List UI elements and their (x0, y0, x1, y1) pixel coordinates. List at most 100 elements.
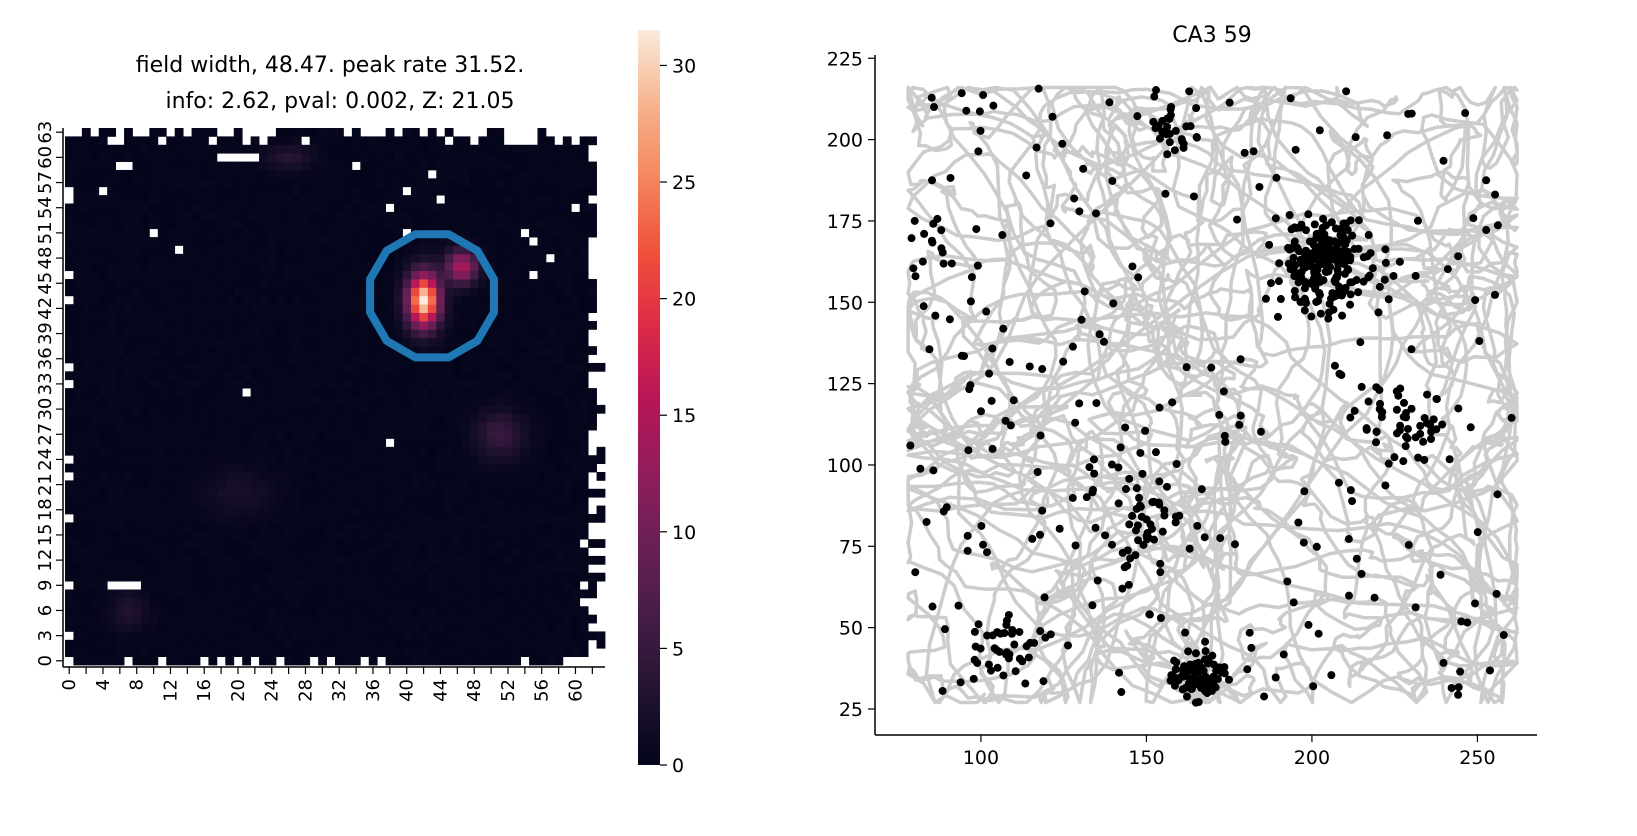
heatmap-cell (326, 606, 336, 616)
heatmap-cell (107, 488, 117, 498)
heatmap-cell (512, 320, 522, 330)
heatmap-cell (529, 279, 538, 288)
heatmap-cell (309, 312, 319, 322)
heatmap-cell (309, 488, 319, 498)
heatmap-cell (107, 354, 117, 364)
heatmap-cell (174, 211, 184, 221)
heatmap-cell (478, 438, 488, 448)
heatmap-cell (98, 438, 108, 448)
heatmap-cell (402, 421, 412, 431)
heatmap-cell (301, 312, 311, 322)
heatmap-cell (132, 220, 142, 230)
heatmap-cell (486, 438, 496, 448)
heatmap-cell (427, 320, 437, 330)
heatmap-cell (301, 505, 311, 515)
heatmap-cell (115, 438, 125, 448)
heatmap-cell (233, 287, 243, 297)
heatmap-cell (470, 287, 479, 297)
spike-point (925, 345, 934, 354)
heatmap-cell (495, 186, 505, 196)
spike-point (1327, 671, 1336, 680)
heatmap-cell (292, 287, 302, 297)
heatmap-cell (427, 203, 437, 213)
heatmap-cell (588, 396, 597, 406)
y-tick-label: 75 (839, 536, 863, 558)
spike-point (1151, 448, 1160, 457)
heatmap-cell (351, 480, 361, 490)
heatmap-cell (309, 253, 319, 263)
heatmap-cell (301, 320, 311, 330)
heatmap-cell (233, 337, 243, 347)
heatmap-cell (98, 572, 108, 582)
spike-point (1321, 260, 1330, 269)
heatmap-cell (216, 564, 226, 574)
heatmap-cell (216, 581, 226, 590)
heatmap-cell (562, 455, 572, 465)
heatmap-cell (149, 136, 159, 146)
heatmap-cell (216, 522, 226, 532)
spike-point (1300, 306, 1309, 315)
heatmap-cell (301, 169, 311, 179)
heatmap-cell (343, 614, 353, 624)
heatmap-cell (242, 430, 252, 439)
heatmap-cell (554, 572, 564, 582)
heatmap-cell (394, 455, 403, 465)
heatmap-cell (512, 228, 522, 238)
heatmap-cell (98, 346, 108, 355)
heatmap-cell (554, 547, 564, 557)
heatmap-cell (140, 606, 150, 616)
heatmap-cell (461, 136, 471, 146)
heatmap-cell (368, 228, 378, 238)
heatmap-cell (65, 287, 74, 297)
spike-point (1158, 127, 1167, 136)
spike-point (1396, 384, 1405, 393)
spike-point (1191, 649, 1200, 658)
heatmap-cell (486, 623, 496, 632)
heatmap-cell (503, 153, 513, 162)
x-tick-label: 100 (963, 747, 999, 769)
heatmap-cell (301, 446, 311, 456)
heatmap-cell (166, 555, 176, 565)
spike-point (1346, 300, 1355, 309)
heatmap-cell (495, 169, 505, 179)
heatmap-cell (233, 606, 243, 616)
spike-point (1429, 415, 1438, 424)
heatmap-cell (562, 555, 572, 565)
heatmap-cell (368, 253, 378, 263)
heatmap-cell (495, 656, 505, 666)
heatmap-cell (208, 597, 218, 607)
heatmap-cell (174, 623, 184, 632)
heatmap-cell (275, 354, 285, 364)
heatmap-cell (309, 346, 319, 355)
heatmap-cell (284, 505, 294, 515)
heatmap-cell (149, 153, 159, 162)
spike-point (970, 627, 979, 636)
heatmap-cell (368, 522, 378, 532)
heatmap-cell (200, 555, 209, 565)
heatmap-cell (267, 253, 277, 263)
heatmap-cell (495, 237, 505, 246)
heatmap-cell (73, 472, 83, 481)
spike-point (1105, 98, 1114, 107)
heatmap-cell (115, 539, 125, 548)
heatmap-cell (385, 555, 395, 565)
spike-point (982, 307, 991, 316)
heatmap-cell (275, 547, 285, 557)
heatmap-cell (301, 564, 311, 574)
spike-point (1184, 647, 1193, 656)
heatmap-cell (73, 614, 83, 624)
heatmap-cell (292, 237, 302, 246)
heatmap-cell (259, 211, 268, 221)
heatmap-cell (259, 589, 268, 599)
heatmap-cell (242, 245, 252, 255)
heatmap-cell (124, 287, 133, 297)
heatmap-cell (478, 245, 488, 255)
spike-point (999, 671, 1008, 680)
heatmap-cell (486, 379, 496, 389)
heatmap-cell (427, 161, 437, 171)
heatmap-cell (436, 480, 446, 490)
spike-point (1200, 533, 1209, 542)
heatmap-cell (124, 589, 133, 599)
heatmap-cell (579, 404, 589, 414)
spike-point (1089, 485, 1098, 494)
